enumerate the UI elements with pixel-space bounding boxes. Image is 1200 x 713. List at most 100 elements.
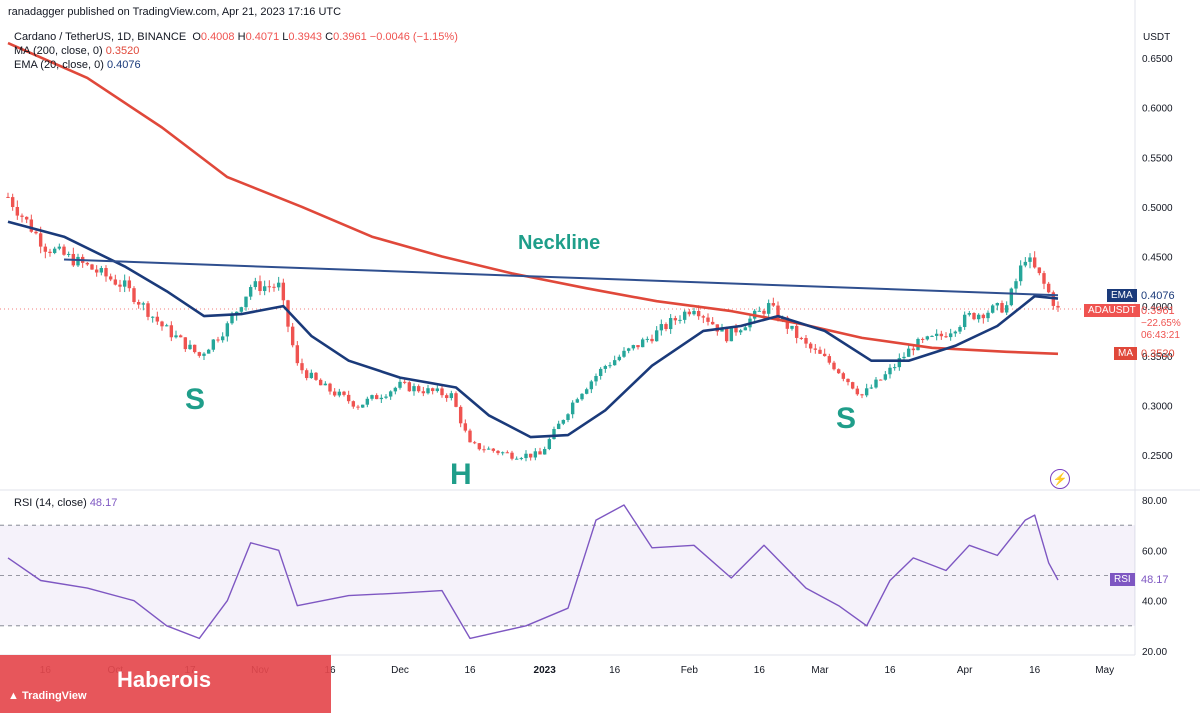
rsi-value-tag: RSI	[1110, 573, 1135, 586]
candle-body	[505, 452, 510, 454]
candle-body	[892, 367, 897, 369]
candle-body	[281, 282, 286, 301]
candle-body	[659, 324, 664, 331]
candle-body	[538, 451, 542, 455]
candle-body	[636, 345, 640, 348]
time-tick-label: Apr	[957, 665, 973, 676]
candle-body	[1023, 261, 1028, 266]
candle-body	[972, 312, 976, 320]
rsi-legend-value: 48.17	[89, 497, 118, 509]
candle-body	[169, 325, 174, 338]
ema-legend-value: 0.4076	[106, 59, 141, 71]
candle-body	[654, 330, 659, 342]
candle-body	[645, 338, 650, 340]
candle-body	[412, 386, 416, 392]
symbol-line: Cardano / TetherUS, 1D, BINANCE O0.4008 …	[14, 31, 458, 43]
rsi-line	[7, 504, 1059, 640]
candle-body	[883, 374, 888, 380]
ma-legend-label: MA (200, close, 0)	[14, 45, 103, 57]
head-label: H	[450, 458, 472, 491]
candle-body	[202, 353, 206, 356]
time-tick-label: 16	[754, 665, 766, 676]
candle-body	[351, 401, 356, 407]
candle-body	[687, 311, 692, 315]
symbol-name[interactable]: Cardano / TetherUS, 1D, BINANCE	[14, 31, 187, 43]
candle-body	[962, 314, 967, 328]
candle-body	[990, 305, 995, 313]
candle-body	[556, 423, 561, 430]
candle-body	[1042, 273, 1046, 284]
candle-body	[542, 449, 547, 455]
time-tick-label: Feb	[681, 665, 699, 676]
candle-body	[444, 395, 449, 399]
lightning-icon[interactable]: ⚡	[1050, 469, 1070, 489]
candle-body	[986, 312, 990, 319]
candle-body	[421, 391, 426, 394]
candle-body	[318, 379, 323, 386]
price-tick-label: 0.6500	[1142, 54, 1173, 65]
candle-body	[1037, 267, 1042, 274]
price-tick-label: 0.4000	[1142, 302, 1173, 313]
ma-legend[interactable]: MA (200, close, 0) 0.3520	[14, 45, 139, 57]
candle-body	[804, 338, 808, 344]
rsi-polyline	[7, 504, 1059, 640]
candle-body	[528, 453, 533, 458]
current-price-change: −22.65%	[1141, 318, 1181, 329]
candle-body	[398, 381, 402, 388]
candle-body	[346, 394, 351, 402]
candle-body	[1056, 305, 1060, 308]
ema-legend[interactable]: EMA (20, close, 0) 0.4076	[14, 59, 141, 71]
candle-body	[20, 215, 24, 217]
candle-body	[706, 317, 710, 322]
candle-body	[43, 246, 48, 252]
price-tick-label: 0.4500	[1142, 253, 1173, 264]
candle-body	[374, 395, 379, 400]
candle-body	[510, 452, 514, 459]
candle-body	[463, 423, 468, 431]
candle-body	[514, 458, 519, 460]
candle-body	[225, 323, 230, 337]
rsi-tick-label: 60.00	[1142, 546, 1167, 557]
candle-body	[258, 281, 262, 292]
rsi-value: 48.17	[1141, 574, 1169, 586]
candle-body	[743, 327, 748, 331]
candle-body	[192, 344, 197, 353]
candle-body	[104, 268, 108, 277]
candle-body	[416, 386, 421, 392]
candle-body	[729, 327, 734, 342]
candle-body	[561, 419, 566, 424]
candle-body	[66, 253, 71, 255]
rsi-legend[interactable]: RSI (14, close) 48.17	[14, 497, 117, 509]
rsi-tick-label: 80.00	[1142, 496, 1167, 507]
candle-body	[589, 381, 594, 390]
candle-body	[178, 335, 183, 338]
candle-body	[370, 395, 374, 399]
candle-body	[360, 404, 365, 408]
candle-body	[332, 391, 337, 396]
ma200-line	[7, 41, 1059, 356]
candle-body	[524, 453, 528, 459]
candle-body	[799, 337, 804, 339]
watermark-text: Haberois	[117, 667, 212, 692]
candle-body	[608, 365, 612, 367]
candle-body	[822, 353, 827, 357]
candle-body	[902, 356, 906, 359]
price-tick-label: 0.3500	[1142, 352, 1173, 363]
candle-body	[57, 246, 62, 249]
tradingview-logo[interactable]: ▲ TradingView	[8, 690, 87, 702]
candle-body	[197, 352, 202, 356]
candle-body	[440, 388, 444, 396]
candle-body	[99, 268, 104, 273]
candle-body	[300, 363, 304, 371]
ohlc-o-value: 0.4008	[200, 31, 235, 43]
candle-body	[664, 324, 668, 330]
candle-body	[15, 206, 20, 216]
time-tick-label: May	[1095, 665, 1114, 676]
candle-body	[136, 302, 141, 305]
candle-body	[976, 314, 981, 320]
price-tick-label: 0.5000	[1142, 203, 1173, 214]
candle-body	[454, 393, 458, 407]
candle-body	[323, 383, 328, 386]
candle-body	[981, 314, 986, 319]
